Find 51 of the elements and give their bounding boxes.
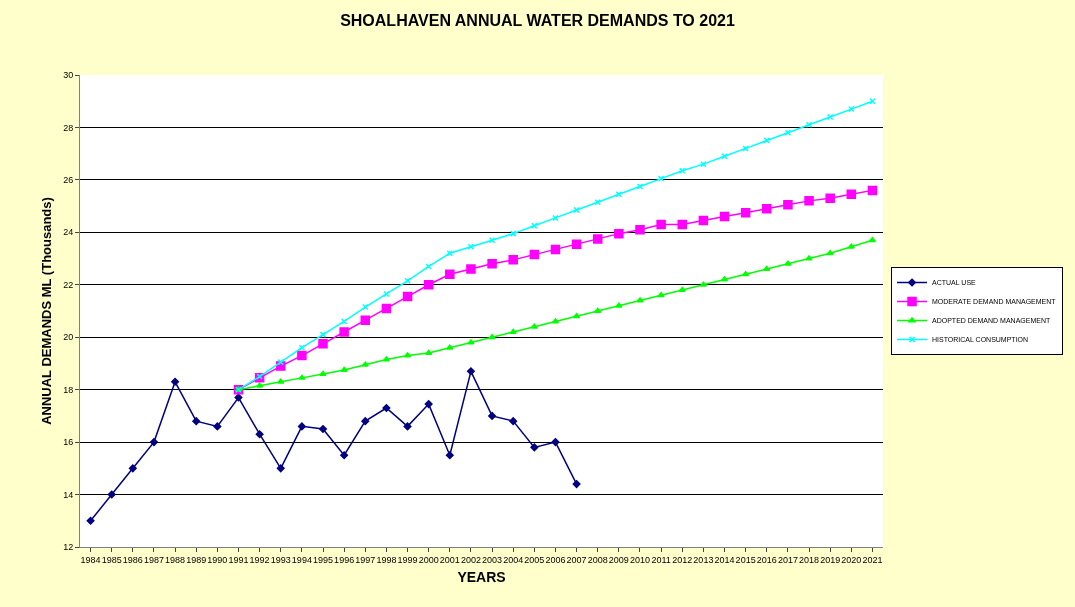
x-tick-label: 1996 — [334, 554, 355, 565]
y-tick-label: 28 — [63, 122, 74, 133]
x-tick-label: 1998 — [376, 554, 397, 565]
y-tick-label: 22 — [63, 279, 74, 290]
x-tick-label: 2007 — [566, 554, 587, 565]
x-tick-label: 1989 — [186, 554, 207, 565]
x-tick-label: 1988 — [165, 554, 186, 565]
x-tick-label: 1991 — [228, 554, 249, 565]
x-tick-label: 1985 — [101, 554, 122, 565]
x-tick-label: 1995 — [312, 554, 334, 565]
x-tick-label: 2013 — [693, 554, 714, 565]
y-tick-label: 30 — [63, 70, 74, 81]
x-tick-label: 1993 — [270, 554, 291, 565]
x-tick-label: 1997 — [355, 554, 376, 565]
y-tick-label: 18 — [63, 384, 74, 395]
x-tick-label: 2018 — [799, 554, 820, 565]
x-tick-label: 2020 — [841, 554, 862, 565]
y-tick-label: 14 — [63, 489, 74, 500]
x-tick-label: 1986 — [122, 554, 143, 565]
x-tick-label: 2015 — [735, 554, 756, 565]
x-tick-label: 2001 — [439, 554, 460, 565]
y-axis-title: ANNUAL DEMANDS ML (Thousands) — [39, 197, 55, 425]
x-tick-label: 2021 — [862, 554, 883, 565]
x-tick-label: 2003 — [482, 554, 503, 565]
x-tick-label: 1984 — [80, 554, 101, 565]
x-tick-label: 2006 — [545, 554, 566, 565]
x-tick-label: 1999 — [397, 554, 418, 565]
x-tick-label: 1992 — [249, 554, 270, 565]
x-tick-label: 2012 — [672, 554, 693, 565]
x-tick-label: 2009 — [608, 554, 629, 565]
y-tick-label: 20 — [63, 332, 74, 343]
y-tick-label: 16 — [63, 437, 74, 448]
x-tick-label: 2014 — [714, 554, 735, 565]
y-tick-label: 26 — [63, 175, 74, 186]
x-tick-label: 2016 — [756, 554, 777, 565]
x-tick-label: 1994 — [291, 554, 312, 565]
x-tick-label: 2000 — [418, 554, 439, 565]
x-tick-label: 2005 — [524, 554, 545, 565]
x-tick-label: 1987 — [143, 554, 164, 565]
x-tick-label: 2011 — [651, 554, 671, 565]
y-tick-label: 24 — [63, 227, 74, 238]
chart-title: SHOALHAVEN ANNUAL WATER DEMANDS TO 2021 — [340, 12, 735, 30]
x-tick-label: 2004 — [503, 554, 524, 565]
x-tick-label: 2017 — [777, 554, 798, 565]
x-tick-label: 2002 — [460, 554, 481, 565]
y-tick-label: 12 — [63, 542, 74, 553]
x-tick-label: 2019 — [820, 554, 841, 565]
x-tick-label: 1990 — [207, 554, 228, 565]
x-tick-label: 2008 — [587, 554, 608, 565]
x-tick-label: 2010 — [629, 554, 651, 565]
x-axis-title: YEARS — [457, 569, 506, 586]
